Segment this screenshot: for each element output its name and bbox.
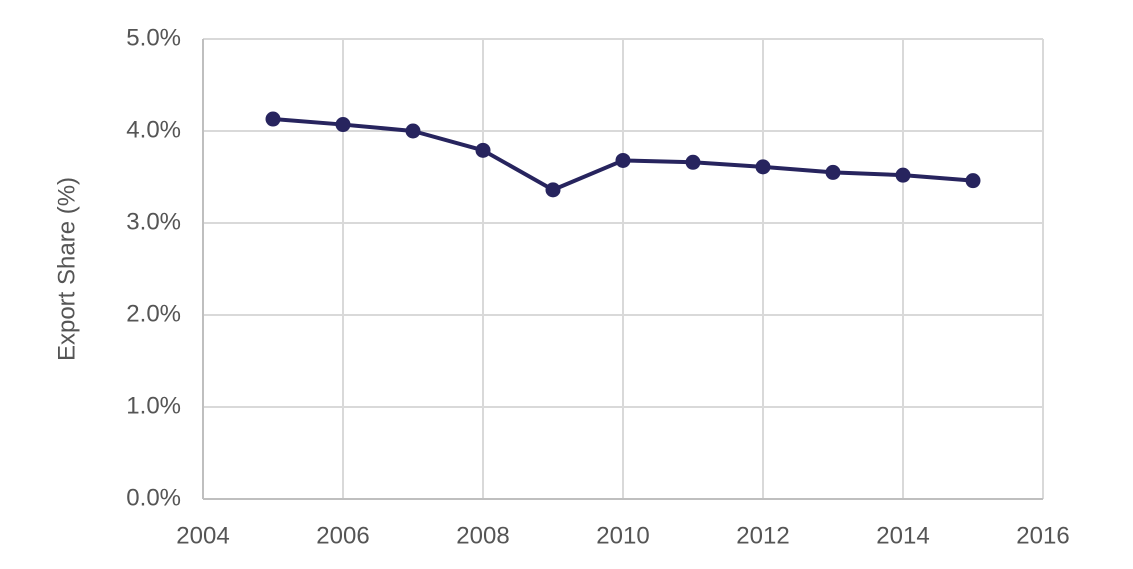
data-point: [405, 123, 421, 139]
x-tick-label: 2010: [596, 522, 649, 549]
data-point: [685, 154, 701, 170]
y-tick-label: 3.0%: [126, 208, 181, 235]
y-tick-label: 2.0%: [126, 300, 181, 327]
x-tick-label: 2006: [316, 522, 369, 549]
data-point: [545, 182, 561, 198]
data-point: [265, 111, 281, 127]
x-tick-label: 2014: [876, 522, 929, 549]
x-tick-label: 2008: [456, 522, 509, 549]
data-point: [755, 159, 771, 175]
data-point: [825, 164, 841, 180]
y-tick-label: 1.0%: [126, 392, 181, 419]
x-tick-label: 2004: [176, 522, 229, 549]
data-point: [615, 152, 631, 168]
data-point: [475, 142, 491, 158]
y-axis-label: Export Share (%): [53, 177, 80, 361]
y-tick-label: 0.0%: [126, 484, 181, 511]
y-tick-label: 4.0%: [126, 116, 181, 143]
data-point: [895, 167, 911, 183]
data-point: [335, 117, 351, 133]
x-tick-label: 2012: [736, 522, 789, 549]
y-tick-label: 5.0%: [126, 24, 181, 51]
data-point: [965, 173, 981, 189]
x-tick-label: 2016: [1016, 522, 1069, 549]
